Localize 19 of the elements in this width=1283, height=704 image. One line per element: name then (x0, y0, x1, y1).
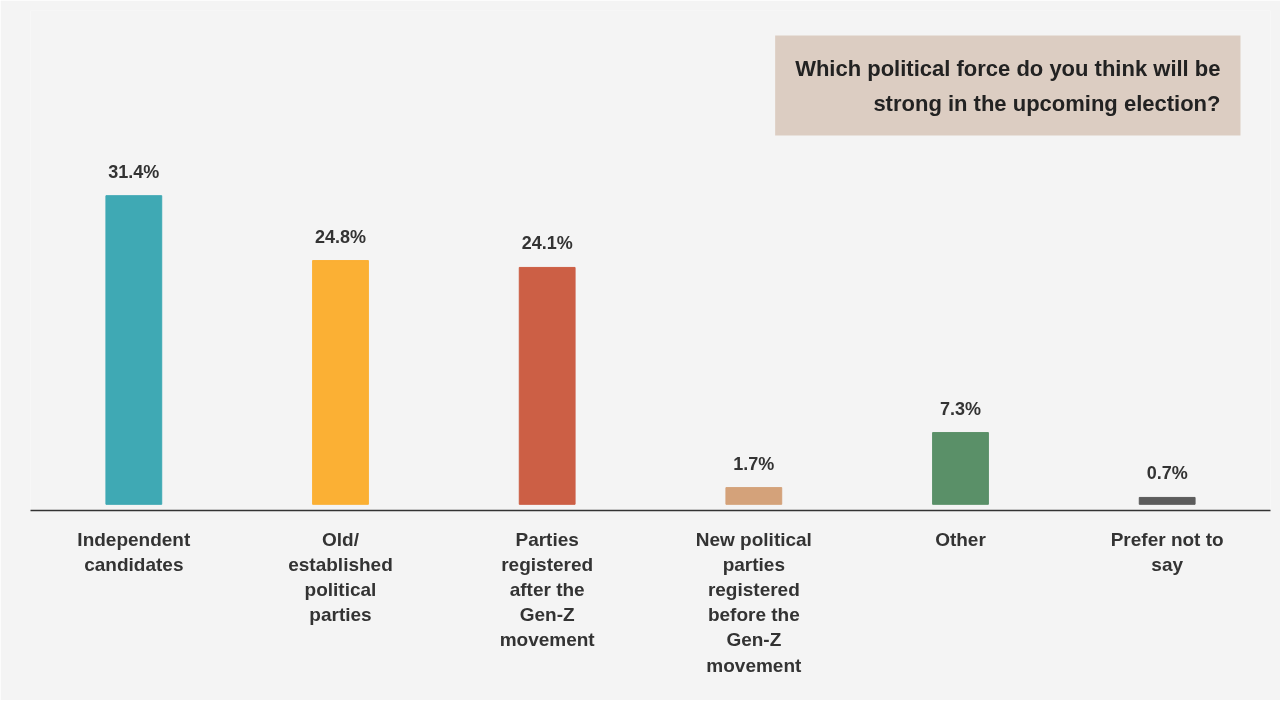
bar (518, 266, 576, 505)
bar (932, 432, 989, 505)
bar (1138, 496, 1196, 505)
x-tick-label: Prefer not to say (1110, 528, 1224, 575)
data-label: 24.1% (521, 233, 573, 254)
x-tick-label: Old/ established political parties (288, 528, 393, 626)
x-tick-label: Independent candidates (77, 528, 191, 575)
data-label: 24.8% (314, 226, 367, 247)
bar (725, 487, 783, 505)
chart-title: Which political force do you think will be strong in the upcoming election? (795, 55, 1221, 116)
data-label: 1.7% (733, 453, 775, 474)
bar (312, 260, 369, 505)
data-label: 31.4% (108, 161, 160, 182)
bar (105, 195, 163, 505)
data-label: 0.7% (1146, 463, 1188, 484)
data-label: 7.3% (939, 398, 982, 419)
x-tick-label: New political parties registered before the Gen-Z movement (695, 528, 812, 676)
x-tick-label: Other (935, 528, 987, 550)
x-tick-label: Parties registered after the Gen-Z movement (499, 528, 596, 651)
